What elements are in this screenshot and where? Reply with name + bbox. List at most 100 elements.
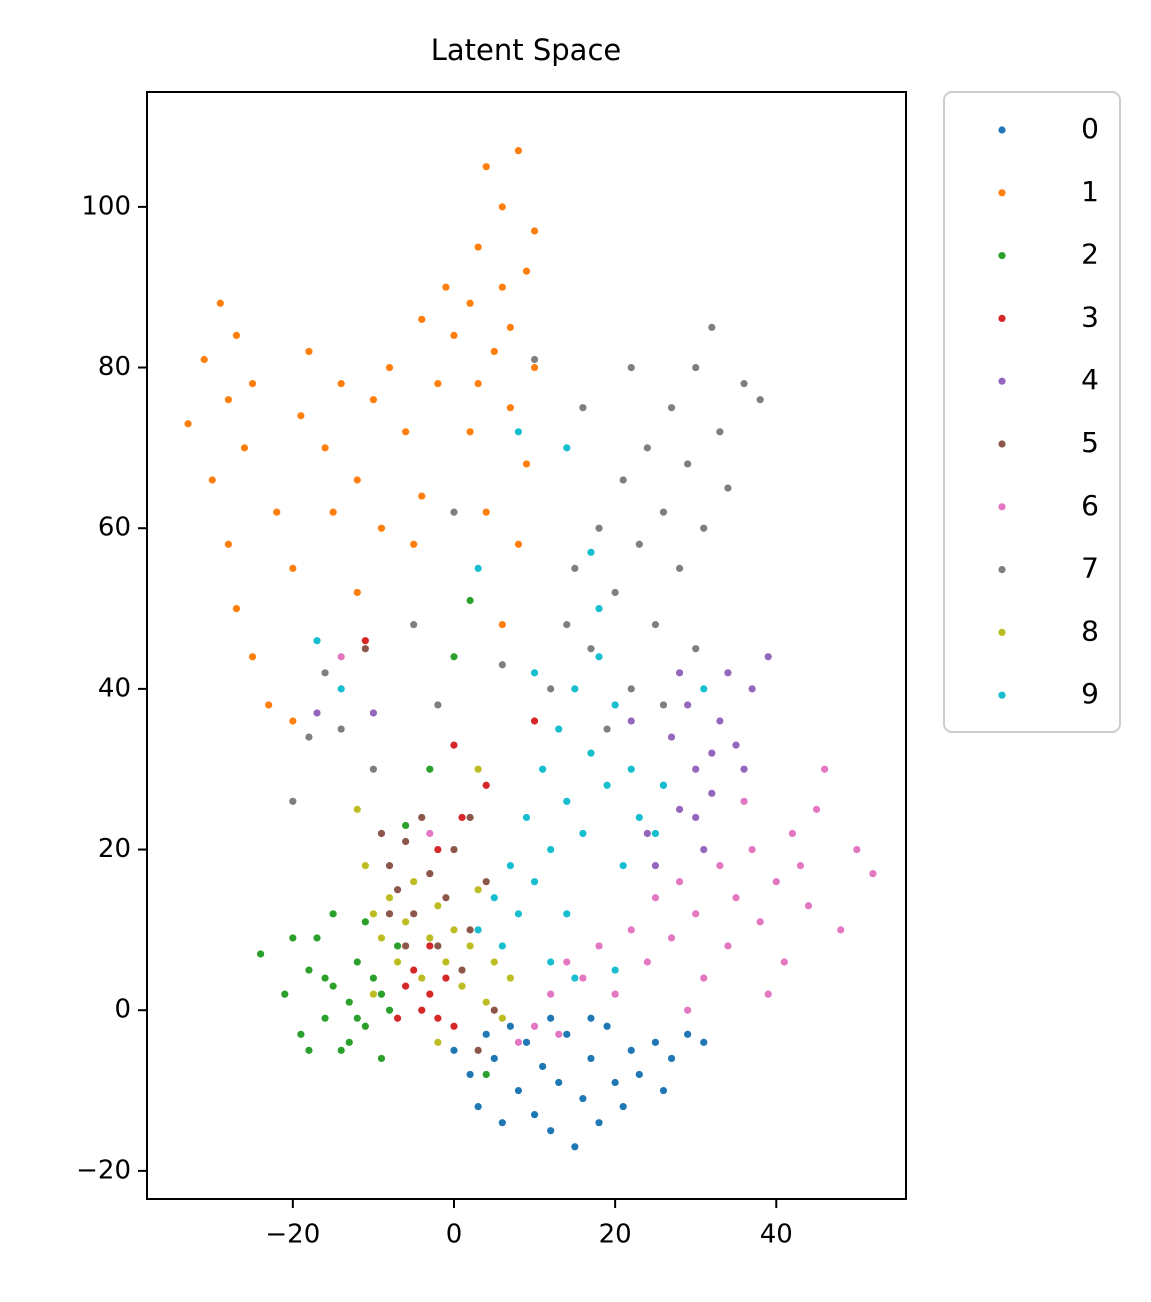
point bbox=[700, 845, 708, 854]
point bbox=[635, 813, 643, 822]
point bbox=[756, 396, 764, 404]
point bbox=[426, 942, 434, 950]
point bbox=[740, 380, 748, 388]
point bbox=[748, 845, 756, 854]
point bbox=[506, 1022, 514, 1030]
point bbox=[587, 749, 595, 757]
point bbox=[297, 1030, 305, 1038]
point bbox=[796, 862, 805, 870]
point bbox=[361, 637, 369, 645]
point bbox=[555, 725, 563, 733]
point bbox=[498, 621, 506, 629]
point bbox=[547, 685, 555, 693]
point bbox=[466, 596, 474, 605]
point bbox=[684, 460, 692, 468]
point bbox=[450, 741, 458, 749]
point bbox=[587, 645, 595, 653]
point bbox=[692, 813, 700, 822]
point bbox=[635, 540, 643, 548]
point bbox=[716, 717, 724, 725]
point bbox=[708, 323, 716, 331]
point bbox=[482, 878, 490, 886]
point bbox=[780, 958, 788, 966]
point bbox=[530, 227, 539, 235]
point bbox=[377, 524, 386, 532]
point bbox=[377, 990, 386, 998]
point bbox=[530, 878, 539, 886]
point bbox=[200, 355, 208, 364]
point bbox=[667, 1054, 676, 1063]
point bbox=[434, 1014, 442, 1022]
point bbox=[571, 974, 579, 982]
point bbox=[547, 1014, 555, 1022]
point bbox=[530, 1022, 539, 1030]
point bbox=[369, 709, 378, 717]
point bbox=[692, 645, 700, 653]
point bbox=[402, 837, 410, 846]
point bbox=[579, 829, 587, 838]
point bbox=[257, 950, 265, 958]
point bbox=[530, 363, 539, 372]
point bbox=[482, 1030, 490, 1038]
point bbox=[764, 653, 772, 661]
legend-marker bbox=[998, 440, 1006, 448]
point bbox=[337, 725, 345, 733]
point bbox=[393, 958, 402, 966]
point bbox=[530, 717, 539, 725]
point bbox=[522, 813, 531, 822]
point bbox=[539, 1062, 547, 1071]
point bbox=[514, 910, 523, 918]
point bbox=[522, 1038, 531, 1046]
point bbox=[474, 1046, 482, 1054]
point bbox=[651, 621, 660, 629]
point bbox=[450, 508, 458, 516]
legend-label: 2 bbox=[1081, 238, 1099, 271]
point bbox=[353, 1014, 361, 1022]
point bbox=[692, 765, 700, 773]
point bbox=[377, 1054, 386, 1063]
point bbox=[514, 1086, 523, 1095]
point bbox=[385, 363, 394, 372]
point bbox=[353, 958, 361, 966]
point bbox=[684, 701, 692, 709]
point bbox=[651, 894, 660, 902]
point bbox=[402, 942, 410, 950]
point bbox=[724, 942, 732, 950]
point bbox=[611, 1078, 619, 1087]
point bbox=[595, 604, 603, 613]
point bbox=[498, 942, 506, 950]
point bbox=[410, 966, 418, 974]
point bbox=[442, 974, 450, 982]
point bbox=[410, 621, 418, 629]
point bbox=[611, 701, 619, 709]
point bbox=[329, 508, 337, 516]
point bbox=[659, 1086, 668, 1095]
point bbox=[675, 805, 684, 813]
point bbox=[402, 918, 410, 926]
point bbox=[571, 564, 579, 572]
point bbox=[627, 1046, 635, 1054]
point bbox=[547, 1127, 555, 1135]
point bbox=[265, 701, 273, 709]
point bbox=[426, 829, 434, 838]
point bbox=[563, 444, 571, 452]
point bbox=[700, 524, 708, 532]
point bbox=[361, 1022, 369, 1030]
point bbox=[490, 958, 498, 966]
point bbox=[490, 1054, 498, 1063]
point bbox=[305, 1046, 313, 1054]
point bbox=[611, 966, 619, 974]
point bbox=[740, 797, 748, 805]
point bbox=[305, 966, 313, 974]
point bbox=[393, 942, 402, 950]
point bbox=[603, 725, 611, 733]
point bbox=[289, 934, 297, 942]
point bbox=[724, 669, 732, 677]
point bbox=[337, 1046, 345, 1054]
point bbox=[337, 380, 345, 388]
point bbox=[434, 701, 442, 709]
point bbox=[812, 805, 821, 813]
point bbox=[611, 990, 619, 998]
point bbox=[659, 508, 668, 516]
point bbox=[418, 315, 426, 323]
